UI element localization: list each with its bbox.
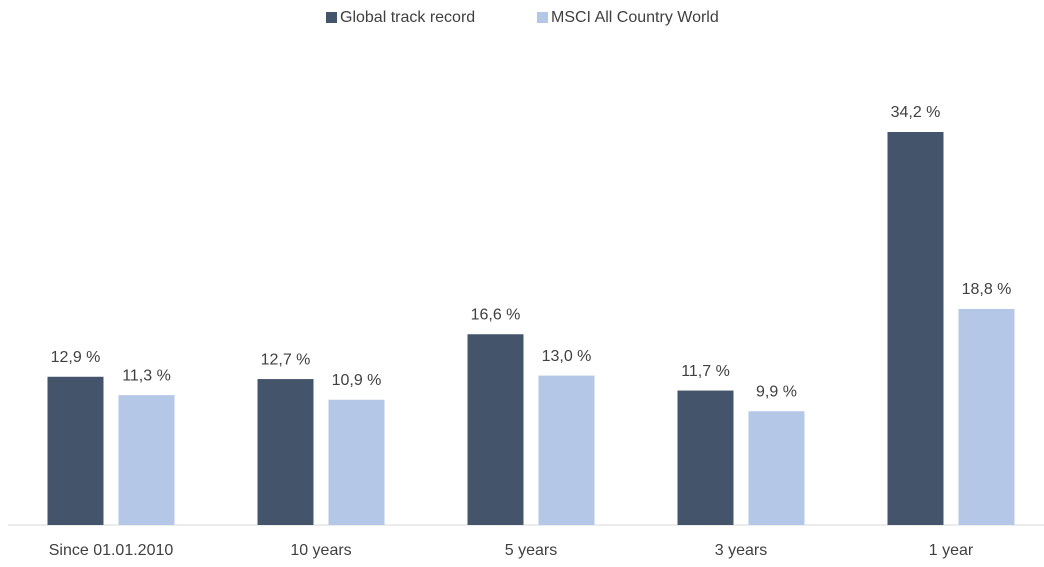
legend-swatch [537, 12, 548, 23]
value-label: 11,3 % [122, 367, 171, 384]
value-label: 16,6 % [471, 306, 521, 323]
bar [677, 390, 734, 525]
x-tick-label: 3 years [715, 542, 767, 559]
bar [748, 411, 805, 525]
bar [47, 376, 104, 525]
bar [538, 375, 595, 525]
value-label: 34,2 % [891, 104, 941, 121]
bar [118, 395, 175, 525]
bar [467, 334, 524, 525]
value-label: 12,9 % [51, 349, 101, 366]
legend-swatch [326, 12, 337, 23]
bar [887, 132, 944, 525]
bar [328, 399, 385, 525]
legend-label: Global track record [340, 9, 475, 26]
bar [958, 308, 1015, 525]
x-tick-label: 1 year [929, 542, 974, 559]
value-label: 12,7 % [261, 351, 311, 368]
bar [257, 379, 314, 525]
value-label: 18,8 % [962, 281, 1012, 298]
legend-label: MSCI All Country World [551, 9, 719, 26]
value-label: 13,0 % [542, 348, 592, 365]
x-tick-label: Since 01.01.2010 [49, 542, 174, 559]
x-tick-label: 10 years [290, 542, 351, 559]
value-label: 9,9 % [756, 383, 797, 400]
value-label: 10,9 % [332, 372, 382, 389]
value-label: 11,7 % [681, 363, 730, 380]
x-tick-label: 5 years [505, 542, 557, 559]
